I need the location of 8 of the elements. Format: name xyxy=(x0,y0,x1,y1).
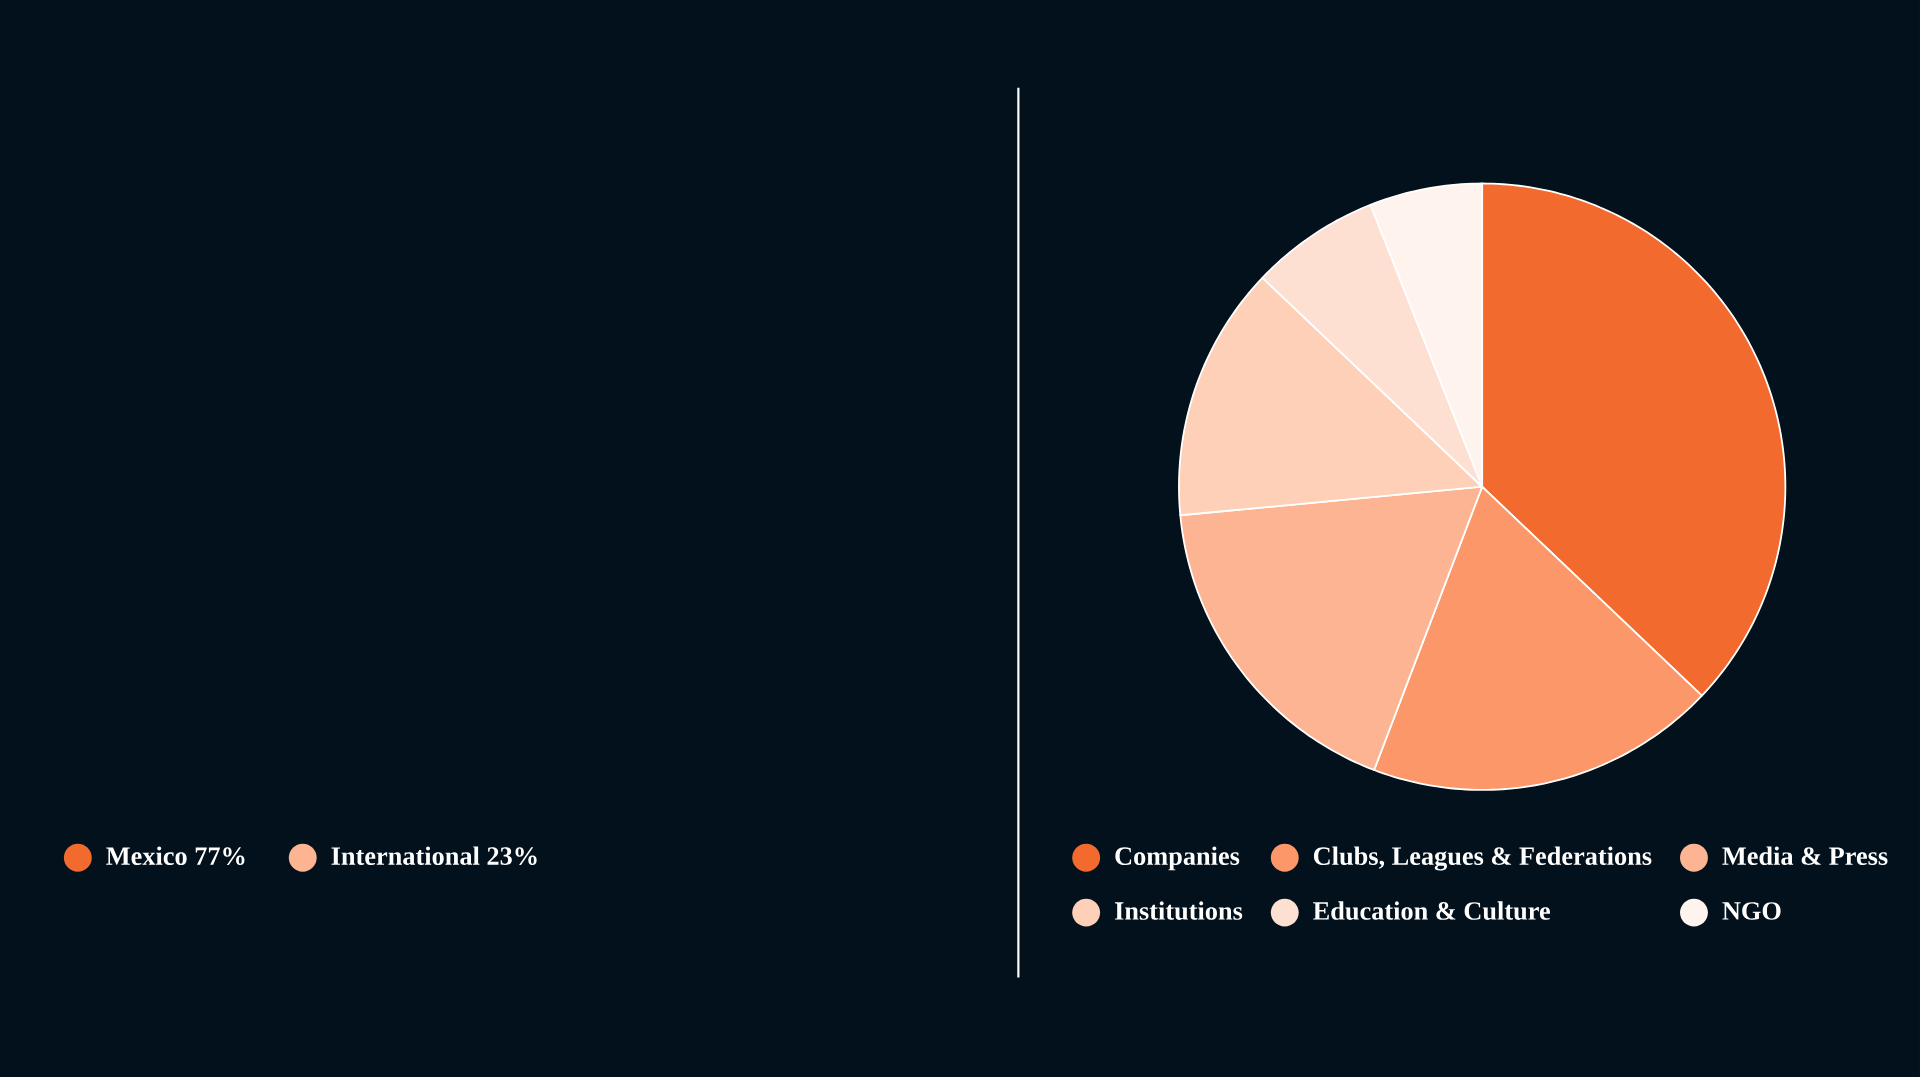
legend-label: Education & Culture xyxy=(1313,901,1550,920)
category-label: International 23% xyxy=(331,846,537,865)
legend-label: Media & Press xyxy=(1722,846,1888,865)
legend-label: Clubs, Leagues & Federations xyxy=(1313,846,1652,871)
legend-label: NGO xyxy=(1722,902,1781,920)
legend-label: Companies xyxy=(1115,846,1240,871)
legend-label: Institutions xyxy=(1114,901,1243,920)
category-label: Mexico 77% xyxy=(106,846,245,865)
